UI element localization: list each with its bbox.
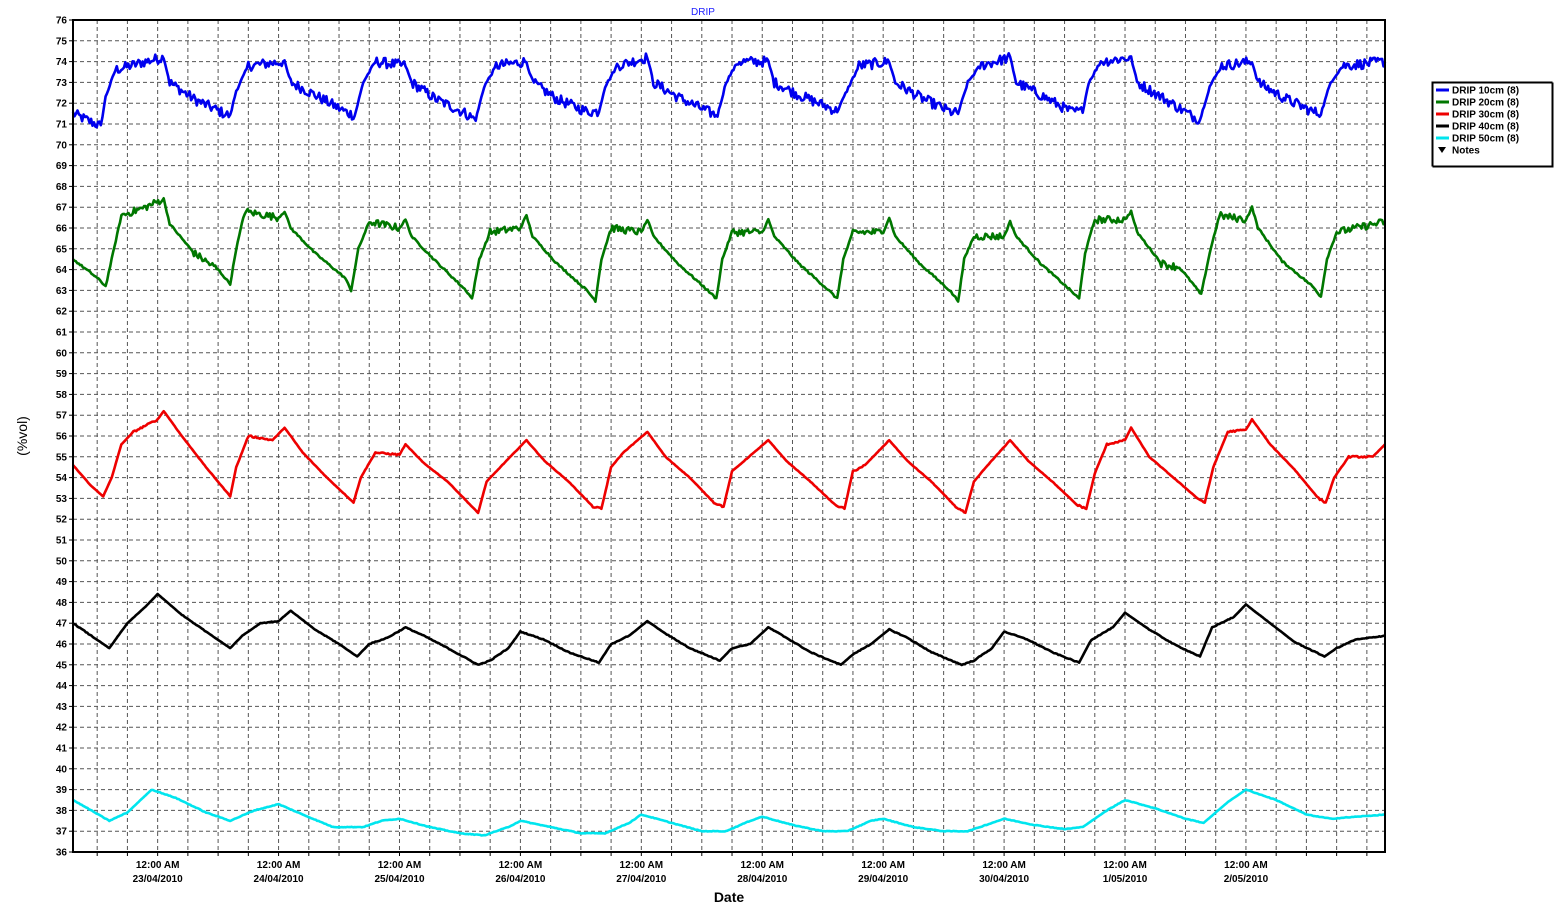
- series-line: [72, 197, 1387, 303]
- x-tick-time: 12:00 AM: [861, 860, 905, 871]
- y-tick-label: 36: [56, 848, 68, 859]
- y-tick-label: 40: [56, 764, 68, 775]
- y-tick-label: 54: [56, 473, 68, 484]
- series-line: [72, 592, 1386, 667]
- y-tick-label: 37: [56, 827, 68, 838]
- x-tick-time: 12:00 AM: [740, 860, 784, 871]
- y-tick-label: 45: [56, 660, 68, 671]
- x-tick-date: 24/04/2010: [254, 874, 304, 885]
- x-tick-time: 12:00 AM: [1103, 860, 1147, 871]
- legend-label: DRIP 20cm (8): [1452, 98, 1519, 109]
- y-tick-label: 60: [56, 348, 68, 359]
- series-line: [72, 409, 1386, 515]
- x-tick-time: 12:00 AM: [1224, 860, 1268, 871]
- y-tick-label: 42: [56, 723, 68, 734]
- x-tick-date: 29/04/2010: [858, 874, 908, 885]
- plot-frame: [72, 19, 1386, 853]
- y-tick-label: 48: [56, 598, 68, 609]
- y-tick-label: 71: [56, 120, 68, 131]
- x-tick-date: 25/04/2010: [374, 874, 424, 885]
- y-axis-label: (%vol): [14, 416, 30, 456]
- legend-box: [1431, 81, 1553, 167]
- legend: DRIP 10cm (8)DRIP 20cm (8)DRIP 30cm (8)D…: [1431, 81, 1554, 168]
- y-tick-label: 46: [56, 640, 68, 651]
- legend-label: DRIP 40cm (8): [1452, 122, 1519, 133]
- y-tick-label: 75: [56, 36, 68, 47]
- y-tick-label: 41: [56, 744, 68, 755]
- y-tick-label: 51: [56, 536, 68, 547]
- y-tick-label: 55: [56, 452, 68, 463]
- y-tick-label: 58: [56, 390, 68, 401]
- x-tick-date: 30/04/2010: [979, 874, 1029, 885]
- x-tick-date: 27/04/2010: [616, 874, 666, 885]
- x-tick-date: 2/05/2010: [1224, 874, 1269, 885]
- y-tick-label: 57: [56, 411, 68, 422]
- y-axis-ticks: 36 37 38 39 40 41 42 43 44 45 46 47 48 49 50 51 52 53 54 55…: [56, 16, 73, 859]
- y-tick-label: 44: [56, 681, 68, 692]
- y-tick-label: 69: [56, 161, 68, 172]
- x-tick-time: 12:00 AM: [378, 860, 422, 871]
- y-tick-label: 50: [56, 556, 68, 567]
- x-tick-date: 26/04/2010: [495, 874, 545, 885]
- y-tick-label: 59: [56, 369, 68, 380]
- y-tick-label: 53: [56, 494, 68, 505]
- notes-marker-icon: [1438, 147, 1446, 153]
- y-tick-label: 47: [56, 619, 68, 630]
- legend-label: DRIP 10cm (8): [1452, 86, 1519, 97]
- y-tick-label: 67: [56, 203, 68, 214]
- y-tick-label: 72: [56, 99, 68, 110]
- y-tick-label: 61: [56, 328, 68, 339]
- y-tick-label: 73: [56, 78, 68, 89]
- y-tick-label: 39: [56, 785, 68, 796]
- plot-series: [71, 52, 1387, 837]
- series-line: [72, 788, 1385, 837]
- y-tick-label: 70: [56, 140, 68, 151]
- y-tick-label: 56: [56, 432, 68, 443]
- y-tick-label: 43: [56, 702, 68, 713]
- y-tick-label: 63: [56, 286, 68, 297]
- x-tick-date: 23/04/2010: [133, 874, 183, 885]
- x-axis-label: Date: [714, 889, 745, 905]
- y-tick-label: 74: [56, 57, 68, 68]
- x-tick-time: 12:00 AM: [499, 860, 543, 871]
- y-tick-label: 66: [56, 224, 68, 235]
- legend-label-notes: Notes: [1452, 146, 1480, 157]
- y-tick-label: 52: [56, 515, 68, 526]
- x-tick-time: 12:00 AM: [620, 860, 664, 871]
- x-tick-date: 1/05/2010: [1103, 874, 1148, 885]
- y-tick-label: 64: [56, 265, 68, 276]
- y-tick-label: 62: [56, 307, 68, 318]
- chart-title: DRIP: [691, 7, 715, 18]
- legend-label: DRIP 50cm (8): [1452, 134, 1519, 145]
- series-line: [71, 52, 1387, 129]
- x-tick-time: 12:00 AM: [136, 860, 180, 871]
- y-tick-label: 65: [56, 244, 68, 255]
- x-tick-time: 12:00 AM: [982, 860, 1026, 871]
- legend-label: DRIP 30cm (8): [1452, 110, 1519, 121]
- x-axis-ticks: 12:00 AM 23/04/2010 12:00 AM 24/04/2010 12:0…: [96, 852, 1368, 885]
- x-tick-date: 28/04/2010: [737, 874, 787, 885]
- grid: [73, 19, 1385, 853]
- x-tick-time: 12:00 AM: [257, 860, 301, 871]
- y-tick-label: 76: [56, 16, 68, 27]
- y-tick-label: 38: [56, 806, 68, 817]
- y-tick-label: 49: [56, 577, 68, 588]
- y-tick-label: 68: [56, 182, 68, 193]
